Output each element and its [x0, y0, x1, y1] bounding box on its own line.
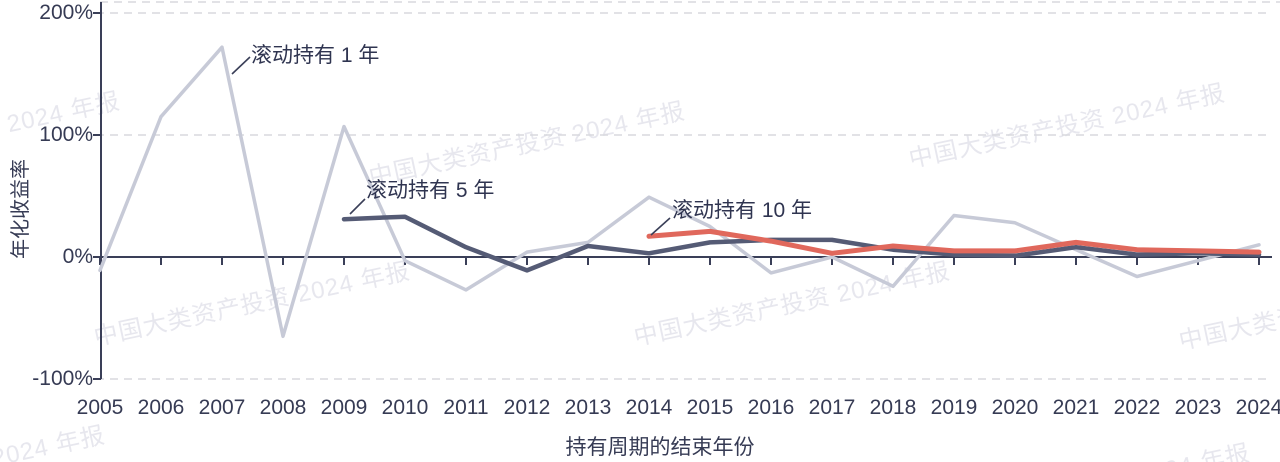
xtick-2017: 2017 [808, 396, 856, 419]
xtick-2014: 2014 [625, 396, 673, 419]
xtick-2016: 2016 [747, 396, 795, 419]
xtick-2024: 2024 [1235, 396, 1280, 419]
leader-line-5yr [349, 198, 366, 215]
ytick-100: 100% [39, 123, 93, 146]
xtick-2022: 2022 [1113, 396, 1161, 419]
leader-line-10yr [650, 217, 671, 236]
xtick-2009: 2009 [320, 396, 368, 419]
series-label-10yr: 滚动持有 10 年 [672, 199, 813, 222]
xtick-2021: 2021 [1052, 396, 1100, 419]
xtick-2018: 2018 [869, 396, 917, 419]
series-line-1yr [98, 45, 1261, 339]
ytick-0: 0% [62, 245, 93, 268]
xtick-2010: 2010 [381, 396, 429, 419]
xtick-2007: 2007 [198, 396, 246, 419]
xtick-2020: 2020 [991, 396, 1039, 419]
series-line-5yr [341, 214, 1262, 273]
xtick-2005: 2005 [76, 396, 124, 419]
x-axis-title: 持有周期的结束年份 [565, 436, 755, 459]
xtick-2023: 2023 [1174, 396, 1222, 419]
series-label-1yr: 滚动持有 1 年 [251, 44, 380, 67]
series-line-10yr [646, 228, 1262, 256]
leader-line-1yr [231, 56, 251, 75]
xtick-2012: 2012 [503, 396, 551, 419]
y-axis-title: 年化收益率 [10, 159, 32, 259]
xtick-2013: 2013 [564, 396, 612, 419]
xtick-2015: 2015 [686, 396, 734, 419]
series-label-5yr: 滚动持有 5 年 [366, 179, 495, 202]
xtick-2019: 2019 [930, 396, 978, 419]
xtick-2011: 2011 [443, 396, 489, 419]
ytick-neg100: -100% [32, 367, 93, 390]
xtick-2008: 2008 [259, 396, 307, 419]
xtick-2006: 2006 [137, 396, 185, 419]
ytick-200: 200% [39, 1, 93, 24]
